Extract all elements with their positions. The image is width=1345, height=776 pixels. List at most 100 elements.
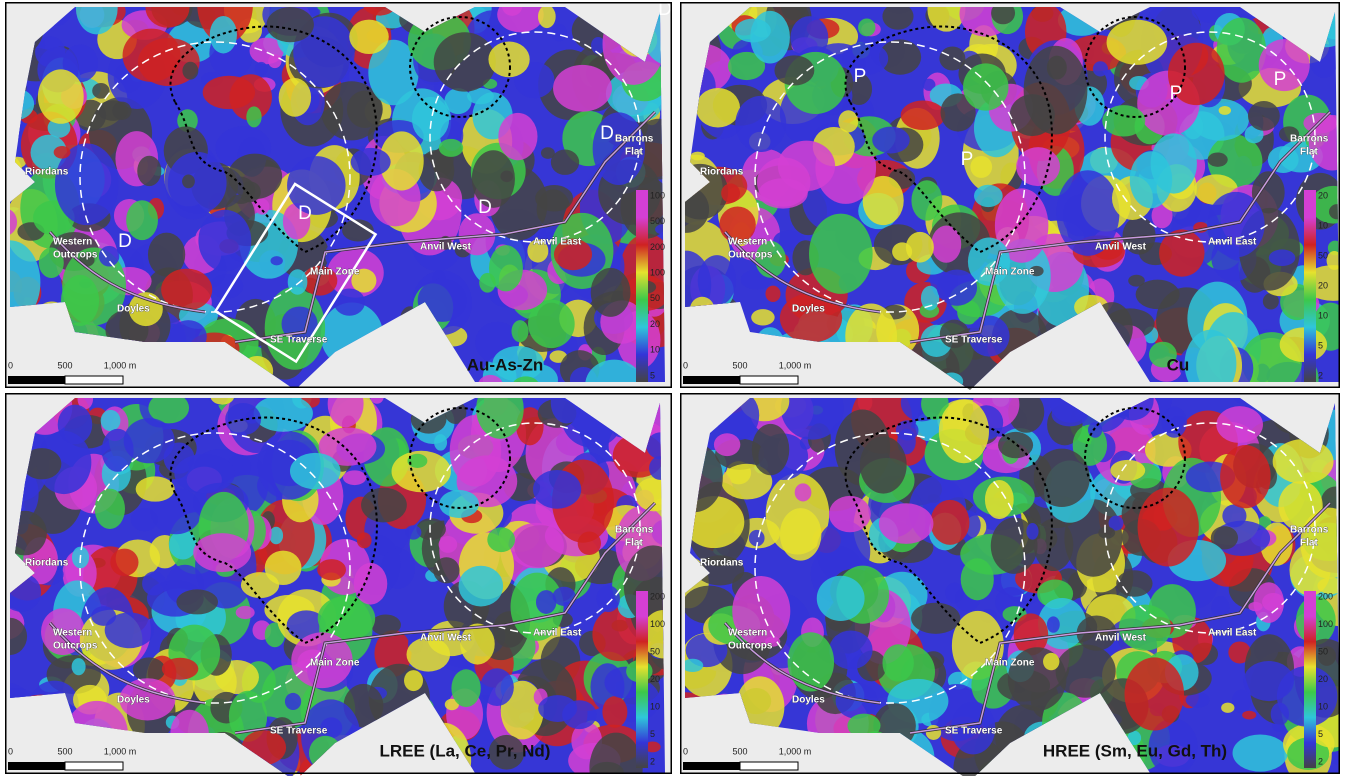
map-panel: 20 10 50 20 10 5 2 Riordans Western Outcrops Doyle… [680,2,1340,390]
anomaly-blob [758,178,808,209]
anomaly-blob [794,483,812,502]
scale-bar-white [64,761,124,771]
anomaly-blob [471,150,515,208]
place-label: Main Zone [310,658,360,669]
legend-label: 2 [650,756,655,766]
scale-label: 500 [732,746,747,756]
scale-label: 500 [732,360,747,370]
anomaly-blob [900,100,946,131]
anomaly-blob [533,469,582,509]
anomaly-blob [451,669,481,708]
anomaly-blob [10,240,41,325]
anomaly-blob [777,140,836,192]
anomaly-blob [1218,105,1232,115]
anomaly-blob [379,131,424,191]
vein-trace [49,502,656,734]
anomaly-blob [1033,448,1090,507]
anomaly-blob [1247,100,1280,131]
anomaly-blob [1056,170,1120,256]
anomaly-blob [596,585,620,613]
scale-bar-black [8,762,65,770]
anomaly-blob [751,309,775,326]
anomaly-blob [921,398,949,420]
legend-label: 50 [650,293,660,303]
legend-label: 5 [1318,729,1323,739]
anomaly-blob [1092,61,1109,77]
anomaly-blob [351,268,377,293]
anomaly-blob [41,608,85,656]
place-label: Flat [1300,147,1318,158]
anomaly-blob [990,517,1038,574]
anomaly-blob [1222,504,1247,528]
anomaly-blob [1211,595,1230,621]
legend-label: 10 [1318,220,1328,230]
place-label: Outcrops [53,641,98,652]
zone-marker: D [298,203,312,224]
scale-bar-white [739,375,799,385]
anomaly-blob [405,525,422,540]
place-label: Main Zone [985,267,1035,278]
anomaly-blob [1184,329,1237,390]
anomaly-blob [685,186,710,233]
legend-label: 200 [1318,591,1333,601]
anomaly-blob [466,87,494,105]
anomaly-blob [734,18,771,43]
anomaly-blob [516,407,544,446]
anomaly-blob [370,398,384,404]
place-label: SE Traverse [270,335,328,346]
anomaly-blob [1023,45,1088,135]
anomaly-blob [487,527,516,553]
legend-label: 100 [1318,619,1333,629]
anomaly-blob [938,399,989,464]
anomaly-blob [735,95,787,152]
anomaly-blob [104,612,154,649]
anomaly-blob [1221,702,1235,713]
place-label: Western [53,237,92,248]
anomaly-blob [176,589,219,615]
zone-marker: P [854,66,867,87]
anomaly-blob [100,409,121,432]
intrusion-outline [169,25,378,254]
anomaly-blob [1033,518,1074,572]
anomaly-blob [540,147,555,159]
anomaly-blob [779,508,822,561]
anomaly-blob [1210,526,1239,550]
anomaly-blob [1220,444,1271,509]
anomaly-blob [286,610,326,641]
anomaly-blob [161,657,199,680]
anomaly-blob [317,559,347,581]
anomaly-blob [550,398,583,424]
anomaly-blob [53,145,71,159]
zone-marker: P [961,149,974,170]
anomaly-blob [439,490,479,518]
caldera-outline [1104,31,1316,243]
legend-label: 20 [650,674,660,684]
intrusion-outline [1084,407,1186,509]
anomaly-blob [892,242,913,262]
anomaly-blob [202,75,256,110]
anomaly-blob [1124,657,1185,731]
scale-label: 1,000 m [104,746,137,756]
place-label: SE Traverse [945,335,1003,346]
anomaly-blob [353,562,388,605]
intrusion-outline [409,16,511,118]
anomaly-blob [828,495,871,533]
caldera-outline [754,41,1026,313]
anomaly-blob [416,518,446,541]
zone-marker: P [1274,69,1287,90]
legend-bar [636,190,648,382]
anomaly-blob [644,741,661,753]
scale-label: 500 [57,746,72,756]
anomaly-blob [1228,641,1252,664]
anomaly-blob [91,606,117,626]
anomaly-blob [1046,616,1060,633]
anomaly-blob [254,61,268,76]
anomaly-blob [147,232,186,277]
panel-title: LREE (La, Ce, Pr, Nd) [380,741,551,760]
place-label: Anvil East [1208,237,1257,248]
place-label: Barrons [1290,134,1329,145]
anomaly-blob [77,398,94,410]
anomaly-blob [278,77,312,117]
caldera-outline [1104,422,1316,634]
anomaly-blob [1128,274,1145,287]
